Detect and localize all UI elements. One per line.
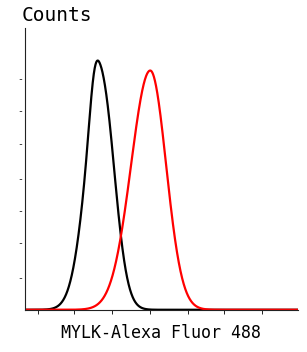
X-axis label: MYLK-Alexa Fluor 488: MYLK-Alexa Fluor 488 [61, 324, 261, 342]
Text: Counts: Counts [22, 6, 92, 25]
